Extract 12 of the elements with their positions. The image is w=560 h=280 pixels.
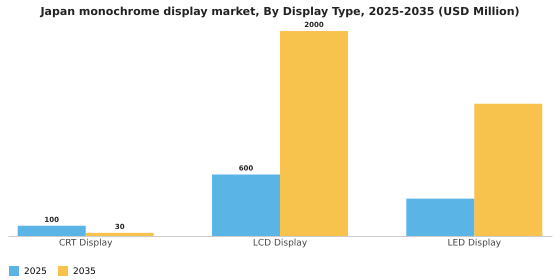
bar — [86, 232, 154, 236]
chart-title: Japan monochrome display market, By Display Type, 2025-2035 (USD Million) — [39, 5, 520, 18]
legend-label: 2025 — [24, 267, 47, 277]
x-tick-label: CRT Display — [59, 238, 114, 248]
bar — [474, 104, 542, 236]
legend-label: 2035 — [73, 267, 96, 277]
bar — [212, 174, 280, 236]
bar — [406, 198, 474, 236]
x-tick-label: LCD Display — [252, 238, 308, 248]
bar — [280, 31, 348, 236]
x-tick-label: LED Display — [447, 238, 502, 248]
bar — [18, 226, 86, 236]
